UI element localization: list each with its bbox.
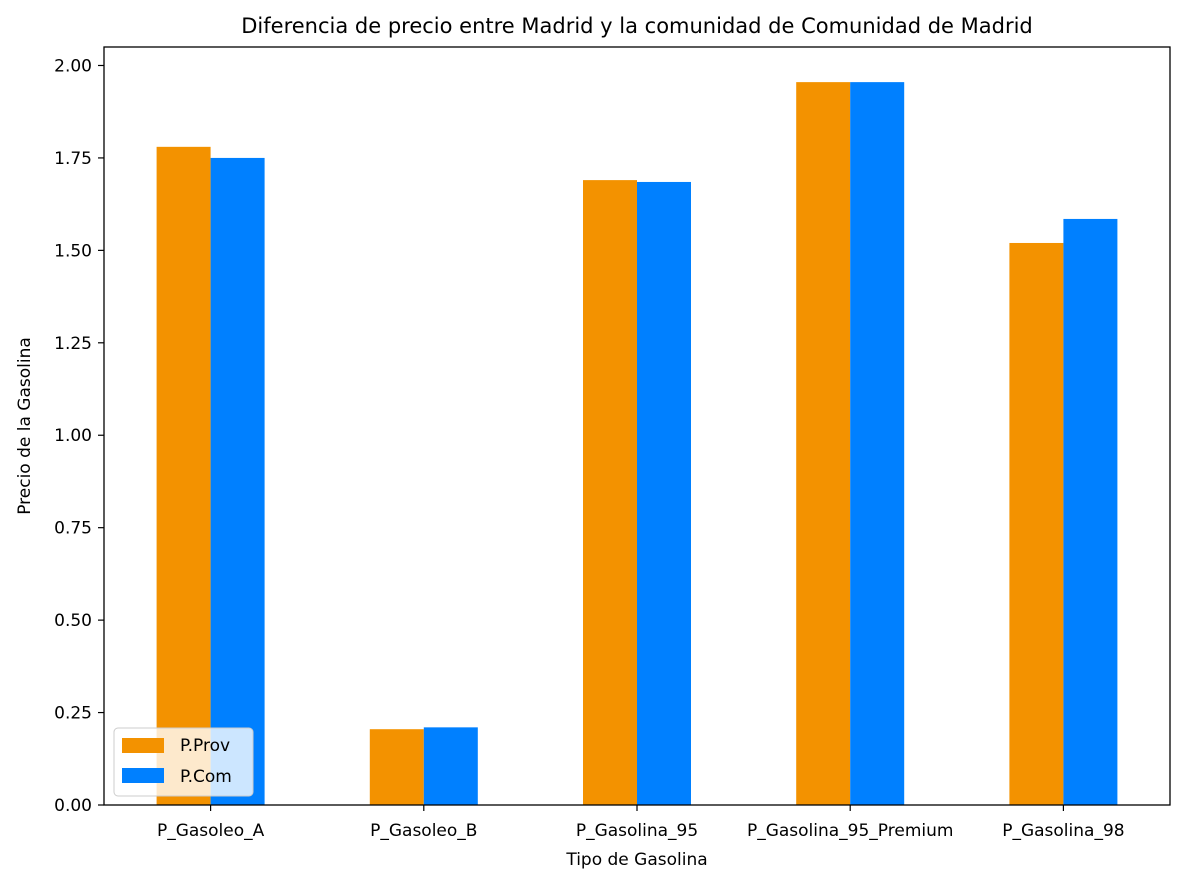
- legend-label-pcom: P.Com: [180, 767, 232, 787]
- x-tick-label: P_Gasolina_98: [1002, 821, 1124, 841]
- y-tick-label: 0.00: [54, 796, 92, 816]
- bar-pcom-p-gasoleo-b: [423, 727, 478, 805]
- y-tick-label: 0.25: [54, 704, 92, 724]
- legend: P.Prov P.Com: [113, 727, 254, 797]
- plot-frame: [103, 46, 1171, 806]
- x-tick-label: P_Gasolina_95_Premium: [747, 821, 954, 841]
- y-tick-label: 0.75: [54, 519, 92, 539]
- y-tick-label: 1.25: [54, 334, 92, 354]
- x-tick-label: P_Gasoleo_A: [157, 821, 265, 841]
- bar-pcom-p-gasoleo-a: [210, 157, 265, 806]
- bar-pprov-p-gasoleo-b: [369, 729, 424, 805]
- bar-pcom-p-gasolina-95: [637, 181, 691, 806]
- bar-pcom-p-gasolina-95-premium: [850, 82, 905, 805]
- y-tick-label: 0.50: [54, 611, 92, 631]
- y-axis-label: Precio de la Gasolina: [15, 337, 35, 515]
- y-tick-label: 1.50: [54, 241, 92, 261]
- x-tick-label: P_Gasolina_95: [576, 821, 698, 841]
- y-tick-label: 2.00: [54, 56, 92, 76]
- chart-title: Diferencia de precio entre Madrid y la c…: [241, 14, 1033, 38]
- x-tick-label: P_Gasoleo_B: [370, 821, 477, 841]
- bar-pprov-p-gasoleo-a: [156, 146, 211, 805]
- y-axis: 0.00 0.25 0.50 0.75 1.00 1.25 1.50 1.75 2.00: [54, 56, 104, 816]
- legend-label-pprov: P.Prov: [180, 736, 230, 756]
- bar-pprov-p-gasolina-98: [1009, 242, 1064, 806]
- legend-swatch-pcom: [122, 768, 164, 783]
- x-axis: P_Gasoleo_A P_Gasoleo_B P_Gasolina_95 P_Gas…: [157, 805, 1125, 841]
- legend-swatch-pprov: [122, 738, 164, 753]
- bars-group: [156, 82, 1118, 806]
- bar-pprov-p-gasolina-95: [583, 180, 637, 806]
- y-tick-label: 1.00: [54, 426, 92, 446]
- y-tick-label: 1.75: [54, 149, 92, 169]
- x-axis-label: Tipo de Gasolina: [565, 850, 707, 870]
- bar-pcom-p-gasolina-98: [1063, 218, 1118, 805]
- bar-pprov-p-gasolina-95-premium: [796, 82, 851, 805]
